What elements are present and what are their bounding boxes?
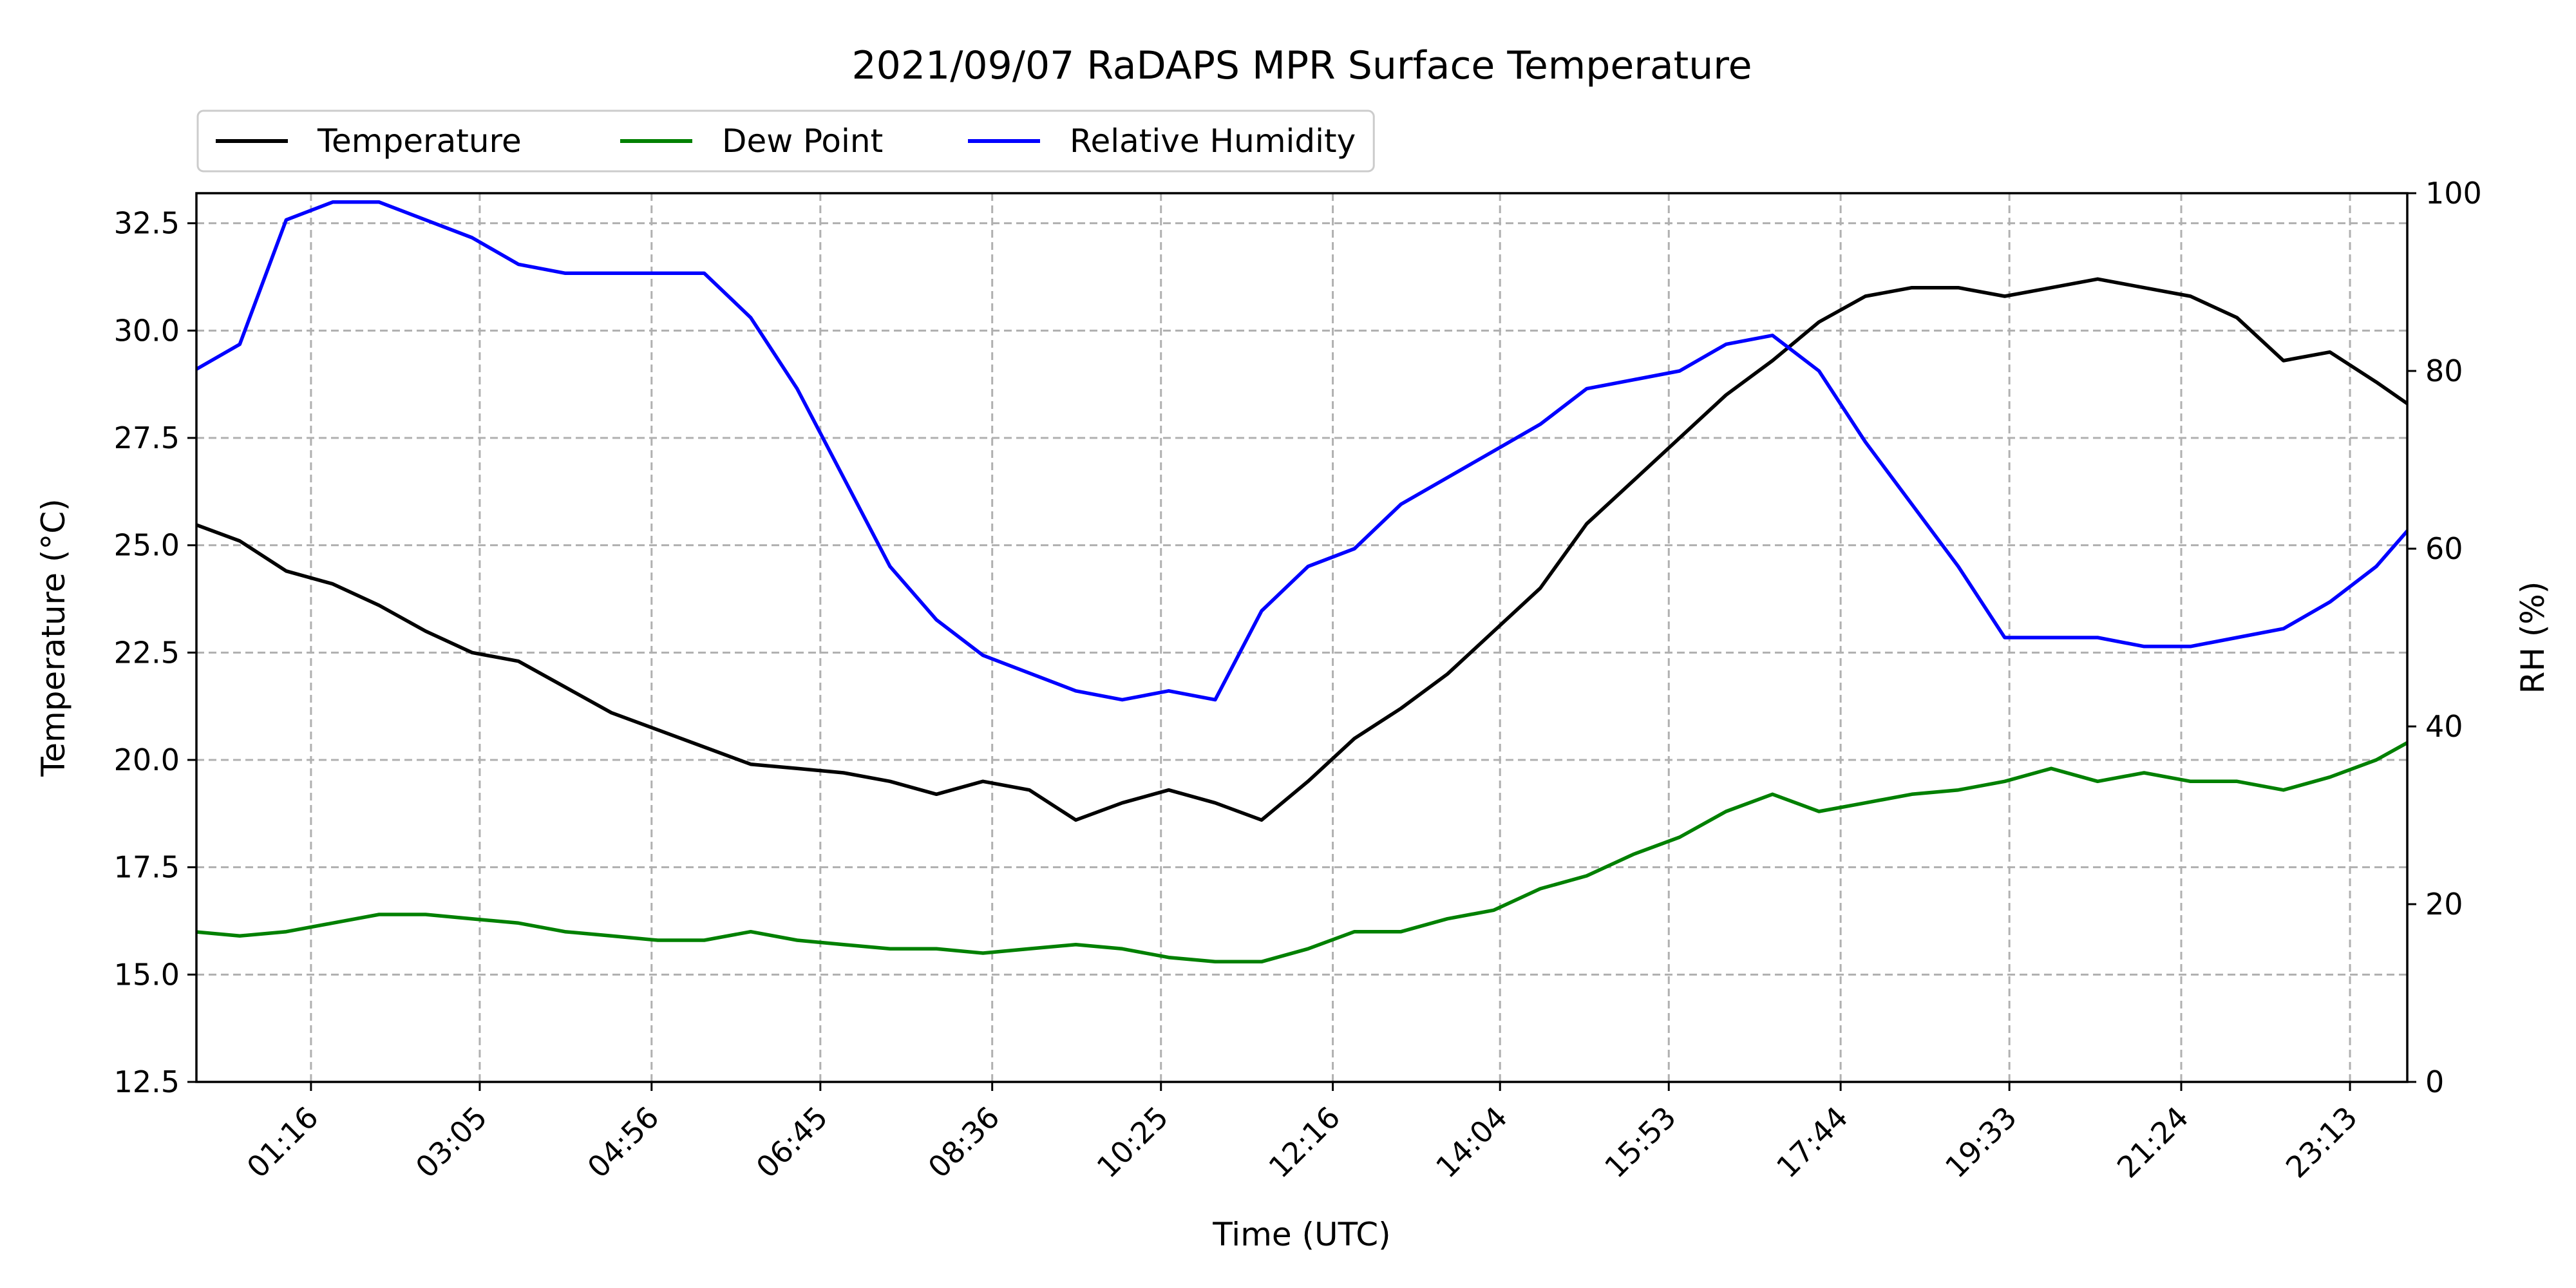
y-tick-label: 22.5 <box>114 635 180 670</box>
y2-tick-label: 60 <box>2425 531 2463 566</box>
legend: Temperature Dew Point Relative Humidity <box>196 109 1375 173</box>
y-tick-label: 15.0 <box>114 957 180 992</box>
legend-label-relative-humidity: Relative Humidity <box>1070 122 1356 160</box>
y2-tick-label: 0 <box>2425 1065 2444 1099</box>
y2-tick-label: 80 <box>2425 354 2463 388</box>
legend-label-dew-point: Dew Point <box>722 122 883 160</box>
y2-tick-label: 100 <box>2425 176 2482 211</box>
legend-frame <box>196 109 1375 173</box>
y2-tick-label: 20 <box>2425 887 2463 922</box>
y-tick-label: 27.5 <box>114 421 180 455</box>
y-tick-label: 25.0 <box>114 528 180 563</box>
series-line-dew-point <box>196 741 2407 964</box>
y2-axis-label: RH (%) <box>2514 582 2552 694</box>
y-axis-label: Temperature (°C) <box>35 498 72 777</box>
series-line-temperature <box>196 277 2407 822</box>
y-tick-label: 32.5 <box>114 206 180 241</box>
y-tick-label: 30.0 <box>114 313 180 348</box>
plot-area <box>196 200 2407 964</box>
series-line-relative-humidity <box>196 200 2407 702</box>
y-tick-label: 17.5 <box>114 850 180 885</box>
chart-title: 2021/09/07 RaDAPS MPR Surface Temperatur… <box>852 43 1752 88</box>
x-axis-label: Time (UTC) <box>1212 1216 1390 1253</box>
y-tick-label: 20.0 <box>114 743 180 777</box>
legend-label-temperature: Temperature <box>317 122 522 160</box>
y-tick-label: 12.5 <box>114 1065 180 1099</box>
plot-frame <box>195 192 2409 1083</box>
y2-tick-label: 40 <box>2425 709 2463 744</box>
